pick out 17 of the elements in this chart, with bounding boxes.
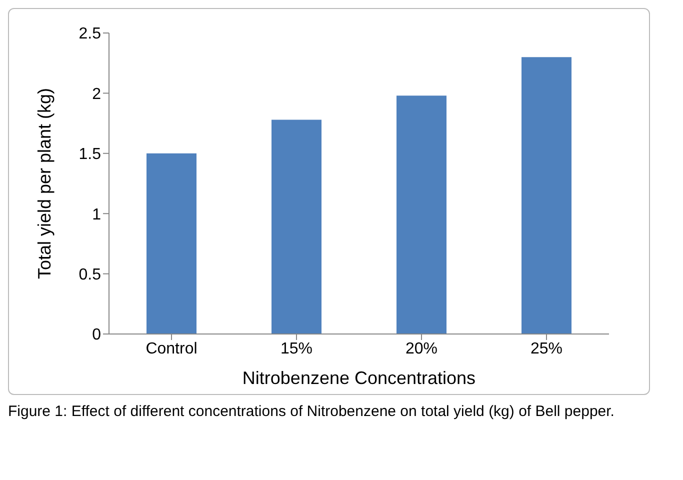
bar — [272, 120, 322, 334]
y-tick-label: 0.5 — [78, 266, 102, 284]
bar — [396, 96, 446, 334]
y-tick-label: 1.5 — [78, 146, 102, 164]
y-tick-label: 2.5 — [78, 26, 102, 43]
y-tick-label: 0 — [92, 326, 102, 344]
y-axis-title: Total yield per plant (kg) — [34, 88, 54, 280]
x-tick-label: Control — [146, 340, 198, 358]
y-tick-label: 1 — [92, 206, 102, 224]
x-tick-label: 15% — [280, 340, 313, 358]
bar — [522, 57, 572, 334]
x-tick-label: 25% — [530, 340, 563, 358]
y-tick-label: 2 — [92, 86, 102, 103]
caption: Figure 1: Effect of different concentrations of Nitrobenzene on total yield (kg) of Bell pepper. — [8, 403, 616, 420]
bar — [146, 153, 196, 334]
x-axis-title: Nitrobenzene Concentrations — [242, 368, 476, 388]
x-tick-label: 20% — [405, 340, 438, 358]
